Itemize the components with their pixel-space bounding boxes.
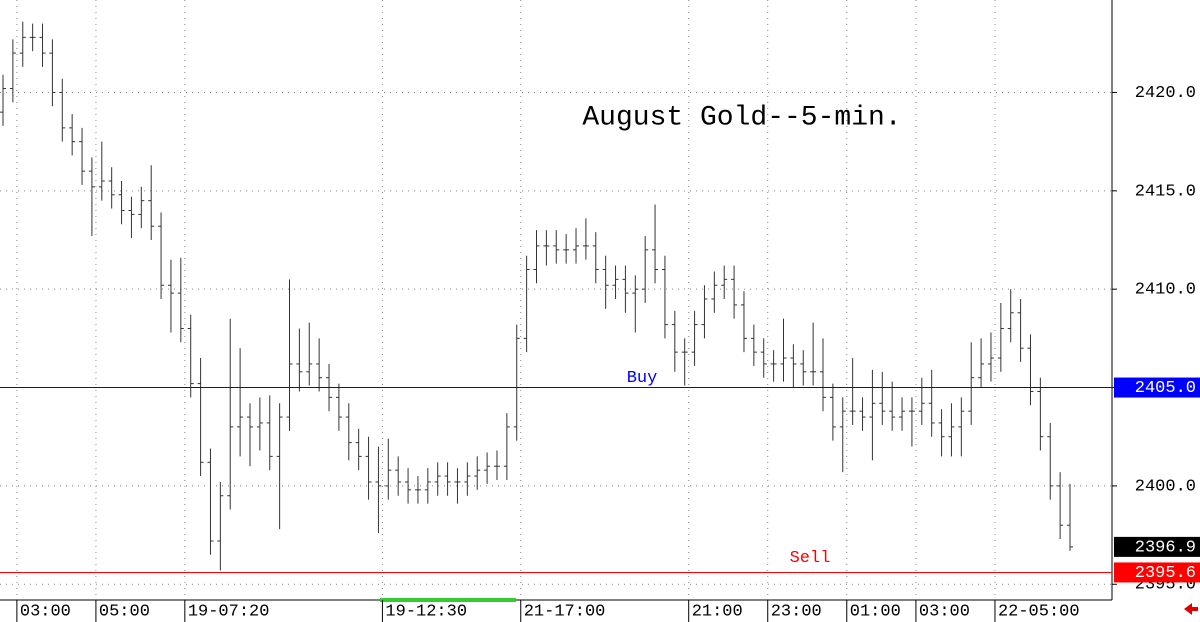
x-tick-label: 05:00 bbox=[99, 602, 150, 621]
y-tick-label: 2400.0 bbox=[1135, 477, 1196, 496]
last-price-box bbox=[1114, 536, 1200, 557]
x-tick-label: 21-17:00 bbox=[524, 602, 606, 621]
level-price-box bbox=[1114, 377, 1200, 398]
x-tick-label: 03:00 bbox=[919, 602, 970, 621]
x-tick-label: 19-07:20 bbox=[188, 602, 270, 621]
level-price-box bbox=[1114, 562, 1200, 583]
x-tick-label: 21:00 bbox=[692, 602, 743, 621]
y-tick-label: 2415.0 bbox=[1135, 182, 1196, 201]
x-tick-label: 23:00 bbox=[771, 602, 822, 621]
x-tick-label: 01:00 bbox=[850, 602, 901, 621]
y-tick-label: 2410.0 bbox=[1135, 281, 1196, 300]
level-label: Buy bbox=[627, 369, 658, 388]
session-marker bbox=[380, 598, 516, 602]
level-price-label: 2395.6 bbox=[1135, 564, 1196, 583]
level-label: Sell bbox=[790, 549, 831, 568]
last-price-label: 2396.9 bbox=[1135, 538, 1196, 557]
scroll-arrow[interactable] bbox=[1184, 603, 1198, 615]
chart-title: August Gold--5-min. bbox=[582, 102, 901, 133]
y-tick-label: 2420.0 bbox=[1135, 84, 1196, 103]
x-tick-label: 19-12:30 bbox=[385, 602, 467, 621]
level-price-label: 2405.0 bbox=[1135, 379, 1196, 398]
x-tick-label: 22-05:00 bbox=[998, 602, 1080, 621]
x-tick-label: 03:00 bbox=[20, 602, 71, 621]
